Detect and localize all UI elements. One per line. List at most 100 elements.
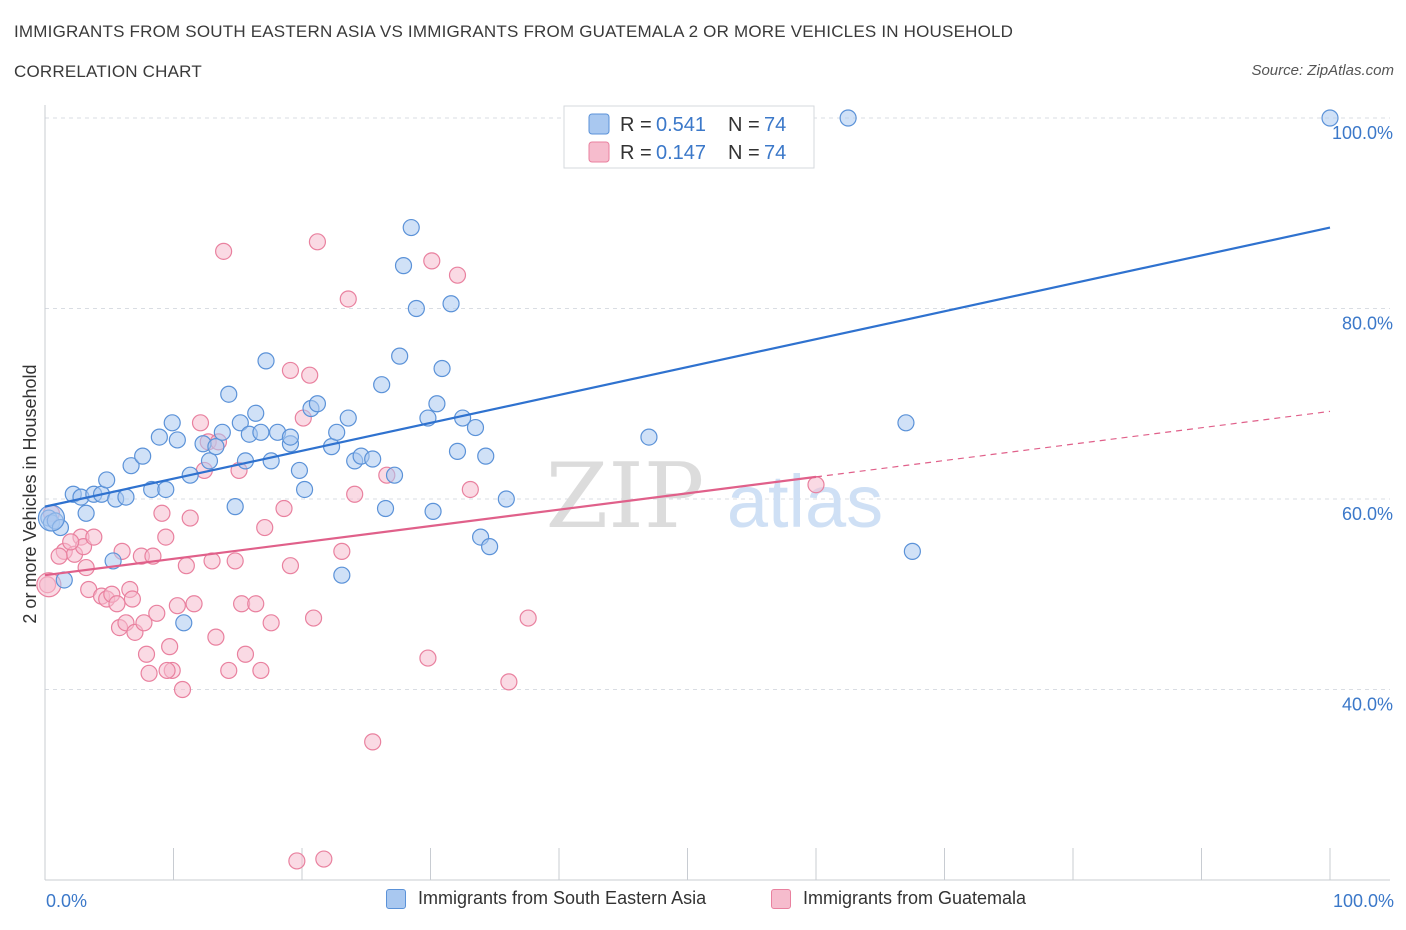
guatemala-point-46 xyxy=(252,661,270,680)
guatemala-trend-line-solid xyxy=(44,475,817,577)
guatemala-point-31 xyxy=(181,509,199,527)
sea-point-71 xyxy=(897,414,915,432)
guatemala-point-20 xyxy=(137,645,156,663)
sea-point-54 xyxy=(394,257,413,275)
sea-point-56 xyxy=(407,299,425,318)
guatemala-point-70 xyxy=(50,547,68,565)
sea-point-50 xyxy=(373,376,391,394)
guatemala-point-45 xyxy=(247,595,265,613)
guatemala-point-67 xyxy=(500,673,518,691)
sea-point-44 xyxy=(328,423,346,441)
guatemala-point-64 xyxy=(423,252,441,270)
sea-point-27 xyxy=(220,385,238,403)
guatemala-point-19 xyxy=(135,614,153,632)
y-axis-label: 2 or more Vehicles in Household xyxy=(20,364,40,623)
chart-subtitle: CORRELATION CHART xyxy=(14,62,202,81)
guatemala-point-39 xyxy=(215,242,233,260)
x-tick-label-max: 100.0% xyxy=(1332,891,1394,911)
sea-point-21 xyxy=(175,614,193,632)
sea-point-38 xyxy=(281,428,300,446)
sea-point-49 xyxy=(364,450,382,468)
guatemala-point-49 xyxy=(275,499,293,518)
y-tick-labels: 40.0% 60.0% 80.0% 100.0% xyxy=(1332,123,1393,715)
legend-r-label-2: R = xyxy=(620,142,652,164)
legend-swatch-sea xyxy=(386,888,406,909)
sea-point-58 xyxy=(424,502,442,520)
legend-swatch-blue xyxy=(588,113,610,135)
sea-point-52 xyxy=(385,466,404,484)
sea-point-67 xyxy=(481,538,499,556)
guatemala-point-8 xyxy=(85,528,103,546)
guatemala-point-58 xyxy=(333,542,351,560)
sea-point-14 xyxy=(122,457,140,475)
legend-n-value-2: 74 xyxy=(764,142,786,164)
watermark-zip: ZIP xyxy=(546,444,705,549)
guatemala-point-54 xyxy=(301,366,319,384)
series-guatemala-points xyxy=(36,233,825,870)
sea-point-45 xyxy=(333,566,351,584)
sea-point-61 xyxy=(442,295,460,313)
guatemala-point-28 xyxy=(168,597,186,615)
y-tick-label-0: 40.0% xyxy=(1342,695,1393,715)
legend-bottom: Immigrants from South Eastern Asia Immig… xyxy=(0,888,1406,918)
guatemala-point-71 xyxy=(62,533,80,551)
guatemala-point-30 xyxy=(177,557,195,575)
series-sea-points xyxy=(37,109,1339,632)
sea-point-15 xyxy=(134,447,152,465)
guatemala-point-68 xyxy=(519,609,537,627)
legend-label-sea: Immigrants from South Eastern Asia xyxy=(418,888,707,908)
watermark-atlas: atlas xyxy=(727,460,883,543)
guatemala-point-57 xyxy=(315,850,333,868)
sea-point-60 xyxy=(433,359,451,378)
legend-label-guatemala: Immigrants from Guatemala xyxy=(803,888,1027,908)
guatemala-point-56 xyxy=(308,233,327,251)
legend-r-value-1: 0.541 xyxy=(656,114,706,136)
guatemala-point-6 xyxy=(77,558,95,577)
guatemala-point-51 xyxy=(281,557,300,575)
guatemala-point-73 xyxy=(158,661,176,680)
guatemala-point-16 xyxy=(123,590,141,608)
sea-point-39 xyxy=(290,461,309,480)
guatemala-point-33 xyxy=(191,414,210,432)
legend-item-sea: Immigrants from South Eastern Asia xyxy=(386,888,706,909)
guatemala-point-63 xyxy=(419,649,437,667)
sea-point-42 xyxy=(308,395,327,413)
legend-swatch-pink xyxy=(588,141,610,163)
guatemala-point-37 xyxy=(207,628,225,646)
sea-point-53 xyxy=(391,347,409,365)
guatemala-point-32 xyxy=(185,595,203,613)
legend-r-label-1: R = xyxy=(620,114,652,136)
sea-point-18 xyxy=(157,480,175,499)
guatemala-point-60 xyxy=(346,485,364,503)
sea-point-62 xyxy=(448,442,467,460)
legend-item-guatemala: Immigrants from Guatemala xyxy=(771,888,1026,909)
guatemala-point-61 xyxy=(364,733,382,751)
sea-point-25 xyxy=(207,438,225,456)
sea-point-28 xyxy=(226,498,244,516)
guatemala-point-50 xyxy=(281,361,300,380)
zipatlas-watermark: ZIP atlas xyxy=(546,444,883,549)
sea-point-46 xyxy=(339,409,357,427)
sea-point-large xyxy=(37,504,66,532)
sea-point-70 xyxy=(839,109,857,127)
trend-lines xyxy=(44,226,1331,577)
sea-point-33 xyxy=(252,423,270,441)
sea-point-72 xyxy=(903,542,921,560)
guatemala-point-25 xyxy=(157,528,175,546)
sea-point-13 xyxy=(117,488,135,506)
axes xyxy=(44,105,1390,881)
guatemala-point-41 xyxy=(226,552,244,570)
guatemala-point-47 xyxy=(256,518,274,537)
sea-point-19 xyxy=(163,414,181,432)
guatemala-point-44 xyxy=(236,645,255,663)
guatemala-point-69 xyxy=(807,476,825,494)
sea-point-51 xyxy=(376,499,395,518)
legend-top: R = 0.541 N = 74 R = 0.147 N = 74 xyxy=(563,105,815,169)
y-tick-label-2: 80.0% xyxy=(1342,314,1393,334)
guatemala-point-52 xyxy=(288,852,306,870)
guatemala-point-66 xyxy=(461,480,479,499)
sea-point-32 xyxy=(247,404,265,422)
sea-point-55 xyxy=(402,218,420,237)
sea-point-66 xyxy=(477,447,495,465)
